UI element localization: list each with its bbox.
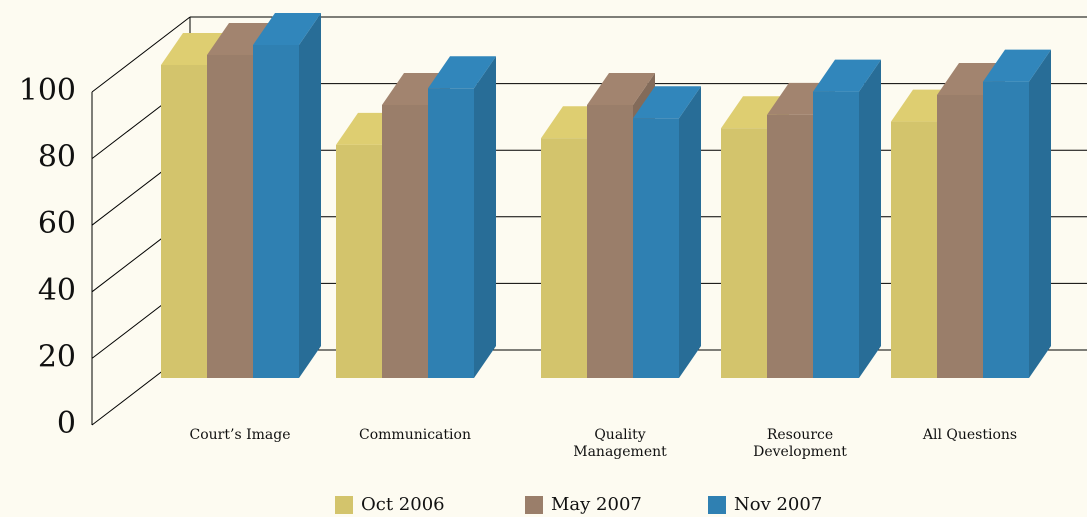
grid-line — [91, 16, 191, 93]
bar-top — [983, 49, 1051, 82]
bar-top — [587, 72, 655, 105]
bar-top — [428, 56, 496, 89]
legend-label: Nov 2007 — [734, 494, 823, 515]
bar-side — [1029, 49, 1051, 378]
bar — [336, 144, 382, 378]
bar — [207, 54, 253, 379]
bar-side — [859, 59, 881, 379]
legend-label: Oct 2006 — [361, 494, 445, 515]
bar — [983, 81, 1029, 378]
bar — [253, 45, 299, 378]
x-tick-label: All Questions — [922, 427, 1018, 443]
bar — [587, 104, 633, 378]
bar-side — [299, 13, 321, 378]
legend-swatch — [708, 495, 726, 514]
y-tick-label: 0 — [57, 406, 76, 441]
x-tick-label: Quality Management — [573, 427, 667, 460]
bar — [767, 114, 813, 379]
legend-swatch — [335, 495, 353, 514]
bar — [161, 64, 207, 378]
y-tick-label: 100 — [19, 73, 76, 108]
y-tick-label: 40 — [38, 273, 76, 308]
bar-top — [813, 59, 881, 92]
y-tick-label: 60 — [38, 206, 76, 241]
bar — [633, 118, 679, 378]
x-tick-label: Court’s Image — [189, 427, 291, 443]
x-tick-label: Communication — [359, 427, 471, 443]
bar — [428, 88, 474, 378]
legend-item: May 2007 — [525, 494, 642, 515]
y-tick-label: 80 — [38, 140, 76, 175]
legend-swatch — [525, 495, 543, 514]
bar-top — [253, 13, 321, 45]
bar — [891, 121, 937, 378]
bar-side — [474, 56, 496, 378]
bar — [937, 94, 983, 378]
y-tick-label: 20 — [38, 339, 76, 374]
bar — [382, 104, 428, 378]
bar — [813, 91, 859, 379]
x-tick-label: Resource Development — [753, 427, 847, 460]
legend-label: May 2007 — [551, 494, 642, 515]
bar-top — [633, 86, 701, 119]
bar-side — [679, 86, 701, 378]
legend-item: Nov 2007 — [708, 494, 822, 515]
bar — [541, 138, 587, 378]
bar — [721, 128, 767, 378]
legend-item: Oct 2006 — [335, 494, 445, 515]
